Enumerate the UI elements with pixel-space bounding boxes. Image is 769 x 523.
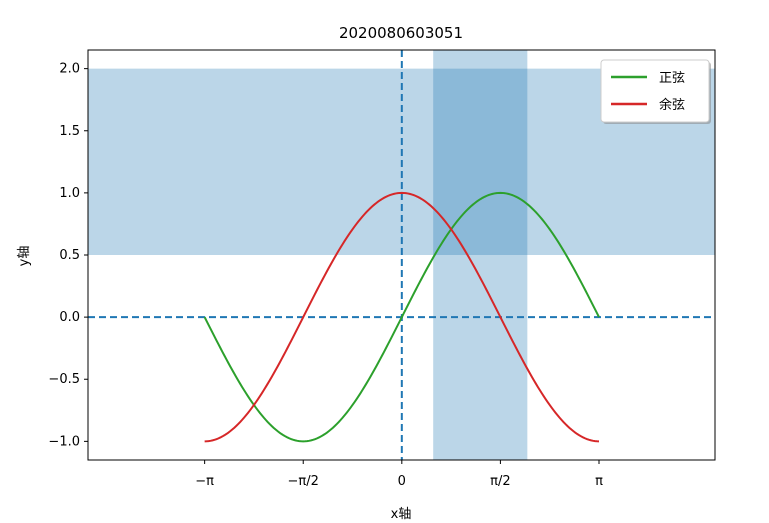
series-line-1 [203, 191, 600, 443]
y-tick-label: 2.0 [59, 62, 80, 77]
series-line-2 [204, 191, 600, 443]
x-tick-label: π/2 [490, 474, 510, 489]
x-tick-label: −π/2 [288, 474, 319, 489]
legend-box [600, 59, 710, 123]
legend-label: 余弦 [659, 97, 685, 113]
y-tick-label: −0.5 [48, 372, 80, 387]
y-axis-label: y轴 [17, 246, 32, 267]
x-axis-ticks: −π −π/2 0 π/2 π [195, 460, 603, 489]
y-axis-ticks: −1.0 −0.5 0.0 0.5 1.0 1.5 2.0 [48, 62, 88, 449]
y-tick-label: 1.0 [59, 186, 80, 201]
series-lines [203, 191, 600, 443]
y-tick-label: −1.0 [48, 434, 80, 449]
y-tick-label: 0.5 [59, 248, 80, 263]
x-tick-label: −π [195, 474, 214, 489]
x-axis-label: x轴 [391, 507, 412, 522]
y-tick-label: 0.0 [59, 310, 80, 325]
chart-title: 2020080603051 [339, 24, 463, 42]
x-tick-label: π [595, 474, 603, 489]
legend-label: 正弦 [659, 70, 685, 86]
vertical-span [433, 50, 528, 460]
x-tick-label: 0 [398, 474, 406, 489]
y-tick-label: 1.5 [59, 124, 80, 139]
